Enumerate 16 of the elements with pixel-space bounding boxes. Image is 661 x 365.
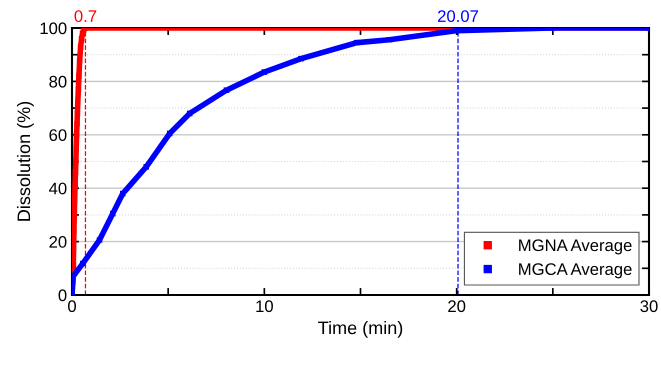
y-tick-label: 0 xyxy=(58,289,66,302)
x-tick-label: 10 xyxy=(256,300,273,312)
ref-line-label: 20.07 xyxy=(438,10,478,22)
y-tick-label: 100 xyxy=(40,22,66,34)
y-tick-label: 20 xyxy=(49,236,66,248)
x-tick-label: 20 xyxy=(448,300,466,312)
x-axis-title: Time (min) xyxy=(318,320,402,338)
legend-label: MGCA Average xyxy=(519,263,632,278)
legend-label: MGNA Average xyxy=(519,239,632,254)
y-axis-title: Dissolution (%) xyxy=(16,102,34,221)
y-tick-label: 80 xyxy=(49,76,66,88)
y-tick-label: 40 xyxy=(48,182,66,194)
ref-line-label: 0.7 xyxy=(74,10,96,22)
x-tick-label: 30 xyxy=(640,300,658,312)
y-tick-label: 60 xyxy=(49,129,66,142)
x-tick-label: 0 xyxy=(68,300,76,312)
